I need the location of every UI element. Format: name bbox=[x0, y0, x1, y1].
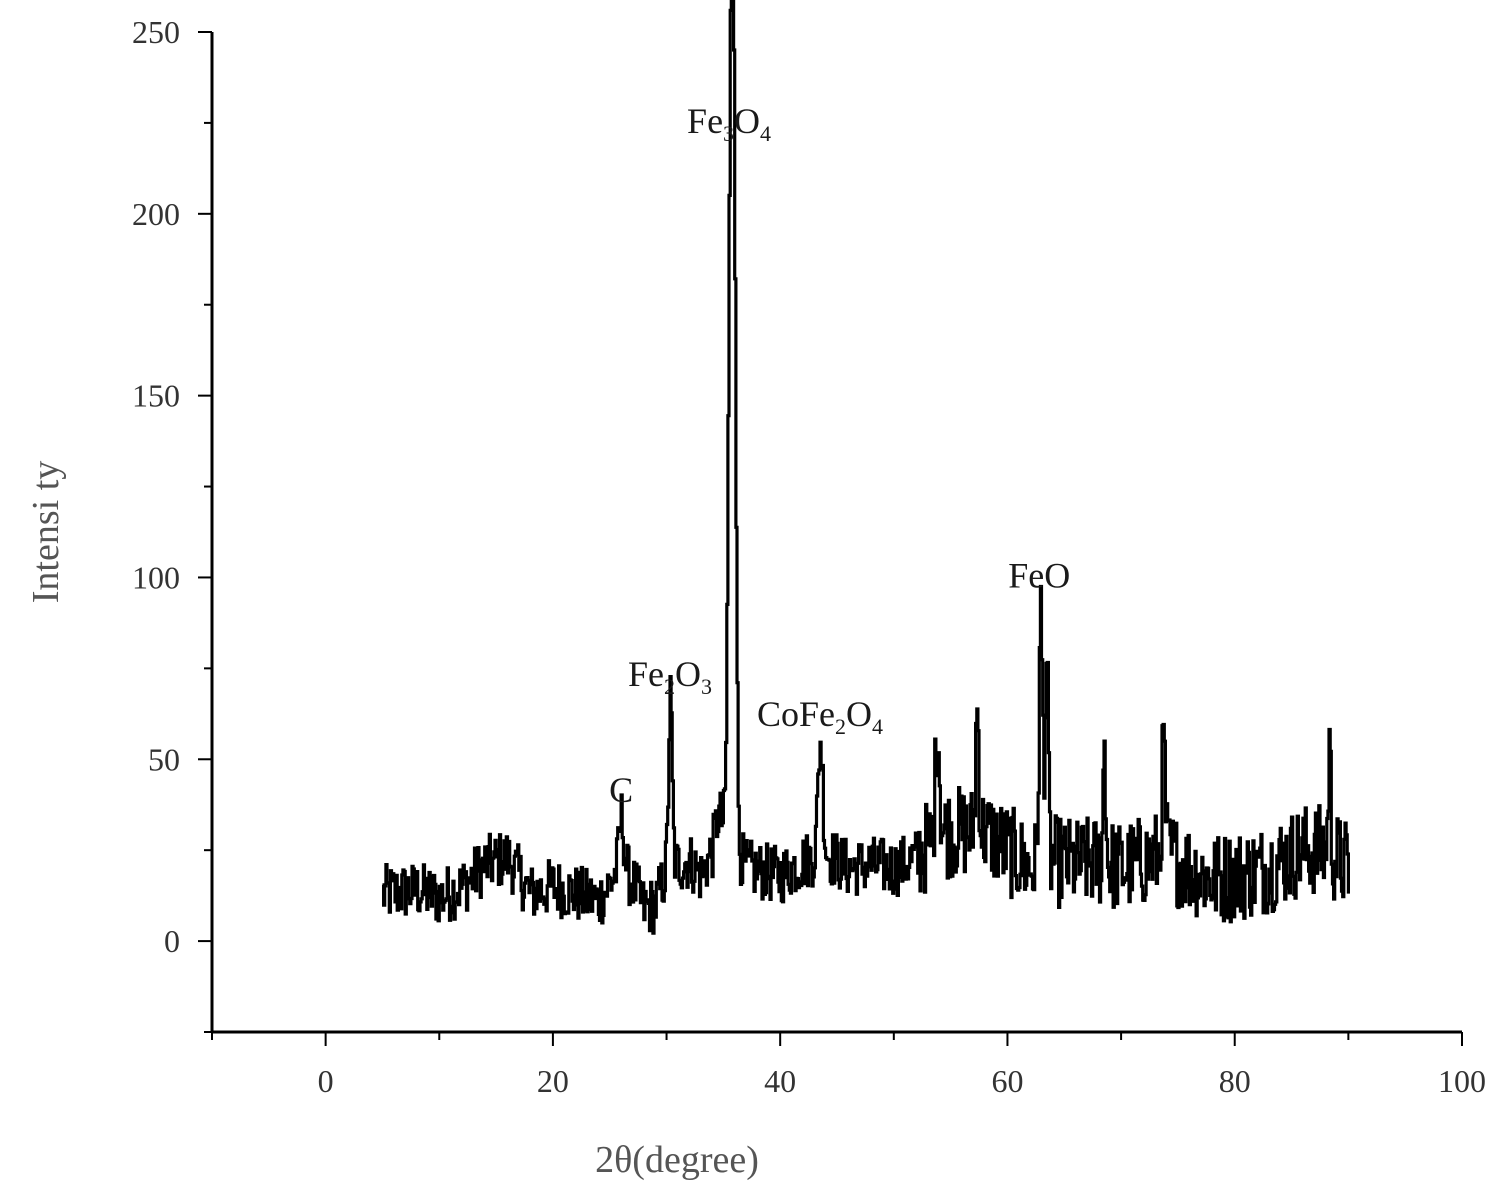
plot-area bbox=[382, 0, 1350, 935]
y-axis-title: Intensi ty bbox=[25, 461, 67, 603]
x-tick-label: 20 bbox=[537, 1063, 569, 1099]
x-tick-label: 40 bbox=[764, 1063, 796, 1099]
xrd-series-line bbox=[382, 0, 1350, 935]
x-tick-label: 80 bbox=[1219, 1063, 1251, 1099]
y-tick-label: 100 bbox=[132, 559, 180, 595]
y-tick-label: 200 bbox=[132, 196, 180, 232]
y-tick-label: 0 bbox=[164, 923, 180, 959]
x-tick-label: 60 bbox=[991, 1063, 1023, 1099]
peak-annotation: C bbox=[609, 770, 633, 810]
x-axis-title: 2θ(degree) bbox=[595, 1139, 759, 1181]
y-tick-label: 150 bbox=[132, 378, 180, 414]
peak-annotation: Fe3O4 bbox=[687, 101, 771, 146]
axes bbox=[198, 31, 1463, 1046]
y-tick-label: 250 bbox=[132, 14, 180, 50]
peak-annotation: Fe2O3 bbox=[628, 654, 712, 699]
peak-annotation: CoFe2O4 bbox=[757, 694, 883, 739]
peak-annotation: FeO bbox=[1008, 556, 1070, 596]
y-tick-label: 50 bbox=[148, 741, 180, 777]
x-tick-label: 100 bbox=[1438, 1063, 1486, 1099]
x-tick-label: 0 bbox=[318, 1063, 334, 1099]
labels: 0 50 100 150 200 250 0 20 40 60 80 100 2θ(degree) Int… bbox=[25, 14, 1486, 1181]
